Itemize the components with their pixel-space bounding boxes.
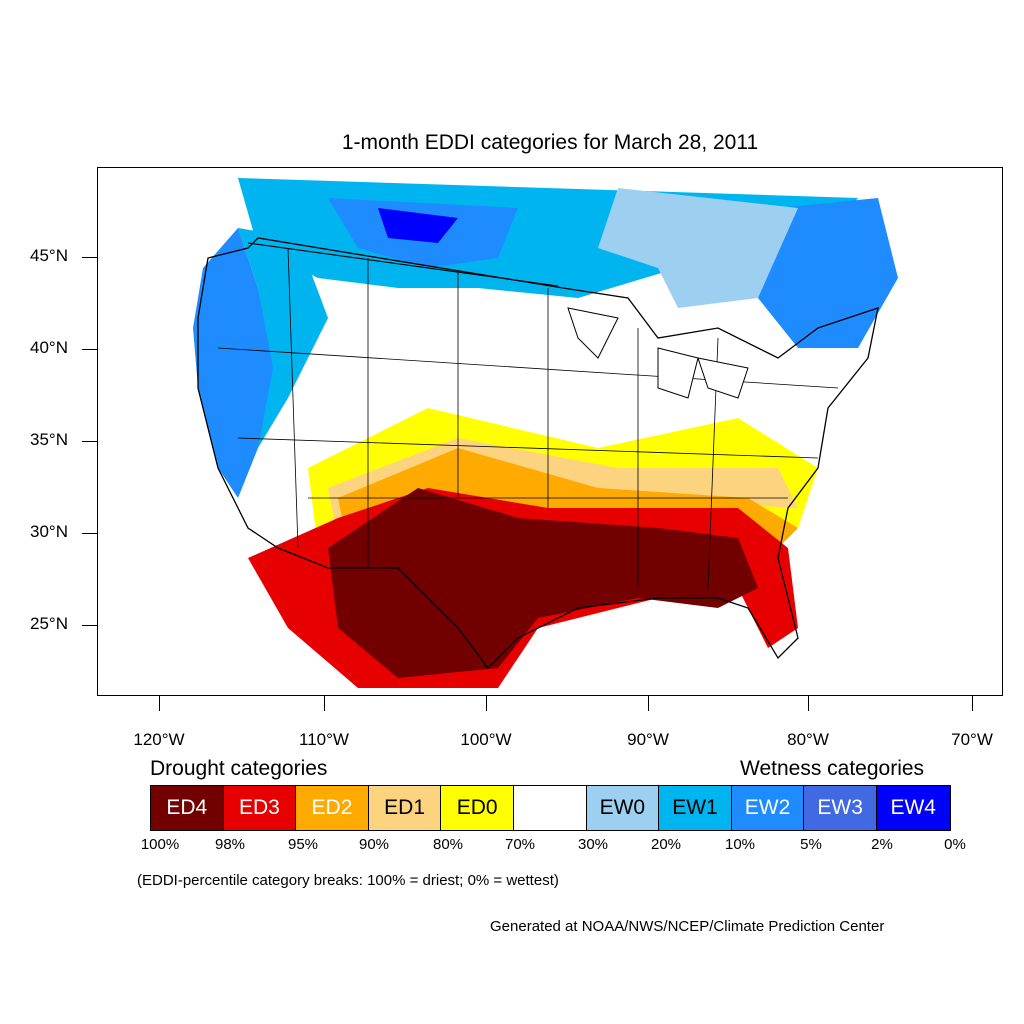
- lat-tick-45: [82, 257, 97, 258]
- state-line-1: [287, 247, 299, 549]
- break-100: 100%: [140, 836, 180, 853]
- map-title: 1-month EDDI categories for March 28, 20…: [341, 131, 759, 154]
- legend-cell-ed3: ED3: [223, 786, 297, 830]
- legend-label-ed1: ED1: [384, 796, 425, 819]
- wet-region-north-darkest: [378, 208, 458, 243]
- lon-label-100: 100°W: [460, 730, 512, 749]
- break-30: 30%: [577, 836, 609, 853]
- us-outline: [197, 237, 879, 669]
- legend-label-ed3: ED3: [238, 796, 280, 819]
- lon-label-110: 110°W: [299, 730, 349, 749]
- legend-label-ew0: EW0: [599, 796, 646, 819]
- legend-label-ed2: ED2: [311, 796, 353, 819]
- lat-label-30: 30°N: [30, 522, 68, 541]
- break-10: 10%: [724, 836, 756, 853]
- lat-tick-25: [82, 625, 97, 626]
- legend-label-ew2: EW2: [744, 796, 791, 819]
- wet-region-northeast: [758, 198, 898, 348]
- wetness-heading: Wetness categories: [740, 757, 925, 780]
- credit-line: Generated at NOAA/NWS/NCEP/Climate Predi…: [490, 918, 885, 935]
- legend-label-ew3: EW3: [817, 796, 863, 819]
- break-0: 0%: [944, 836, 966, 853]
- lon-tick-90: [648, 696, 649, 711]
- lon-tick-70: [972, 696, 973, 711]
- legend-cell-ew2: EW2: [731, 786, 805, 830]
- lat-label-25: 25°N: [30, 614, 68, 633]
- eddi-map: [193, 178, 1002, 695]
- legend-cell-ew0: EW0: [586, 786, 660, 830]
- break-20: 20%: [650, 836, 682, 853]
- wet-region-west-light: [238, 228, 328, 448]
- legend-cell-ed1: ED1: [368, 786, 442, 830]
- great-lakes: [567, 307, 749, 399]
- category-note: (EDDI-percentile category breaks: 100% =…: [137, 872, 559, 889]
- legend-cell-ew3: EW3: [804, 786, 877, 830]
- legend-cell-ed4: ED4: [151, 786, 224, 830]
- break-5: 5%: [800, 836, 822, 853]
- state-line-8: [237, 437, 819, 459]
- lon-label-120: 120°W: [133, 730, 185, 749]
- lat-tick-40: [82, 349, 97, 350]
- lat-label-35: 35°N: [30, 430, 68, 449]
- legend-cell-ew4: EW4: [876, 786, 950, 830]
- lon-label-80: 80°W: [787, 730, 829, 749]
- lon-tick-100: [486, 696, 487, 711]
- break-80: 80%: [432, 836, 464, 853]
- legend-cell-ed2: ED2: [296, 786, 369, 830]
- map-panel: [97, 167, 1003, 696]
- wet-region-northeast-light: [598, 188, 798, 308]
- lon-tick-120: [159, 696, 160, 711]
- lon-tick-80: [808, 696, 809, 711]
- break-70: 70%: [504, 836, 536, 853]
- canada-border: [247, 242, 559, 287]
- wet-region-west: [193, 228, 278, 498]
- legend-label-ed0: ED0: [456, 796, 498, 819]
- lat-tick-35: [82, 441, 97, 442]
- break-98: 98%: [214, 836, 246, 853]
- drought-ed4: [328, 488, 758, 678]
- lon-tick-110: [324, 696, 325, 711]
- legend-cell-ew1: EW1: [659, 786, 732, 830]
- legend-colorbar: ED4 ED3 ED2 ED1 ED0 EW0 EW1 EW2 EW3 EW4: [150, 785, 951, 831]
- break-95: 95%: [287, 836, 319, 853]
- break-90: 90%: [358, 836, 390, 853]
- lat-tick-30: [82, 533, 97, 534]
- break-2: 2%: [871, 836, 893, 853]
- drought-heading: Drought categories: [150, 757, 328, 780]
- lat-label-45: 45°N: [30, 246, 68, 265]
- lat-label-40: 40°N: [30, 338, 68, 357]
- legend-label-ed4: ED4: [166, 796, 208, 819]
- legend-label-ew4: EW4: [890, 796, 936, 819]
- legend-cell-normal: [513, 786, 587, 830]
- lon-label-70: 70°W: [951, 730, 993, 749]
- legend-cell-ed0: ED0: [441, 786, 514, 830]
- legend-label-ew1: EW1: [672, 796, 718, 819]
- lon-label-90: 90°W: [627, 730, 669, 749]
